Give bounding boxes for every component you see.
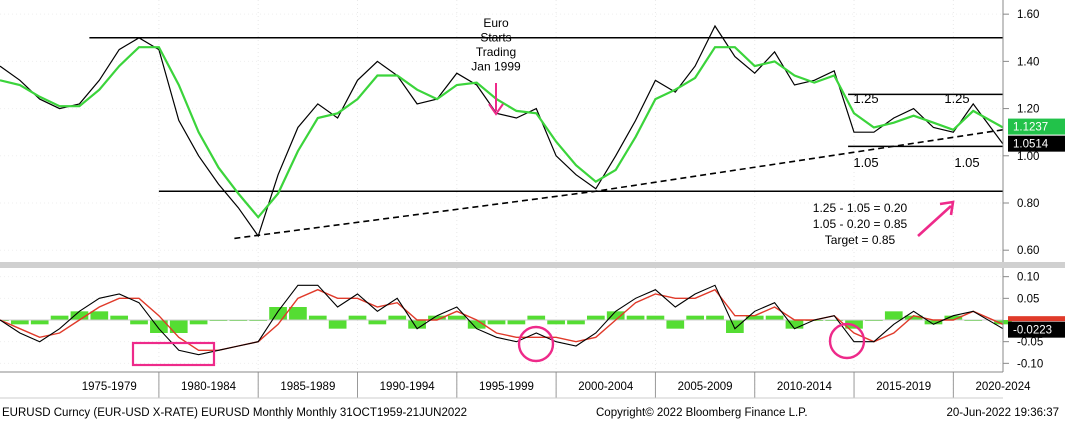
highlight-circle <box>828 322 866 360</box>
histogram-bar <box>924 320 943 325</box>
value-badge-text: 1.1237 <box>1013 122 1048 134</box>
macd-line <box>0 284 1004 356</box>
target-calc-line: 1.25 - 1.05 = 0.20 <box>813 201 908 215</box>
target-calc-line: 1.05 - 0.20 = 0.85 <box>813 217 908 231</box>
histogram-bar <box>30 320 49 325</box>
value-badge <box>1008 118 1065 135</box>
grid <box>0 0 1065 404</box>
histogram-bar <box>586 315 605 320</box>
level-label: 1.25 <box>944 91 969 106</box>
histogram-bar <box>507 320 526 325</box>
histogram-bar <box>944 315 963 320</box>
value-badge <box>1008 135 1065 152</box>
histogram-bar <box>467 320 486 329</box>
y-tick-label: 0.80 <box>1017 198 1039 210</box>
footer-timestamp: 20-Jun-2022 19:36:37 <box>946 407 1059 419</box>
x-axis-band <box>0 372 1003 404</box>
x-tick-label: 2000-2004 <box>578 381 634 393</box>
y-tick-label: 1.20 <box>1017 104 1039 116</box>
histogram-bar <box>646 315 665 320</box>
euro-start-label: Trading <box>476 45 516 59</box>
value-badge-text: 1.0514 <box>1013 139 1049 151</box>
level-label: 1.25 <box>853 91 878 106</box>
histogram-bar <box>11 320 29 325</box>
x-tick-label: 2020-2024 <box>976 381 1032 393</box>
y-tick-label: 0.60 <box>1017 245 1039 257</box>
histogram-bar <box>130 320 148 325</box>
x-tick-label: 2005-2009 <box>678 381 733 393</box>
x-tick-label: 1975-1979 <box>82 381 137 393</box>
axes: 1975-1979 1980-1984 1985-1989 1990-1994 1995… <box>0 0 1065 399</box>
trend-line <box>234 129 1004 240</box>
histogram-bar <box>884 311 903 320</box>
y-tick-label: -0.05 <box>1017 337 1043 349</box>
macd-panel <box>0 284 1012 356</box>
footer-security-info: EURUSD Curncy (EUR-USD X-RATE) EURUSD Mo… <box>2 407 468 419</box>
histogram-bar <box>745 315 764 320</box>
histogram-bar <box>169 320 188 333</box>
euro-start-label: Euro <box>483 16 509 30</box>
histogram-bar <box>269 307 287 320</box>
x-tick-label: 2010-2014 <box>777 381 833 393</box>
value-badge <box>1008 321 1065 338</box>
histogram-bar <box>328 320 347 329</box>
x-tick-label: 1995-1999 <box>479 381 534 393</box>
histogram-bar <box>368 320 387 325</box>
histogram-bar <box>308 315 327 320</box>
x-tick-label: 2015-2019 <box>876 381 931 393</box>
histogram-bar <box>904 315 923 320</box>
histogram-bar <box>686 315 704 320</box>
histogram-bar <box>666 320 685 329</box>
histogram-bar <box>428 315 446 320</box>
panel-separator-right <box>1003 262 1065 268</box>
histogram-bar <box>90 311 109 320</box>
level-label: 1.05 <box>954 155 979 170</box>
level-label: 1.05 <box>853 155 878 170</box>
euro-start-label: Starts <box>480 31 511 45</box>
histogram-bar <box>189 320 208 325</box>
histogram-bar <box>388 315 407 320</box>
histogram-bar <box>447 315 466 320</box>
histogram-bar <box>706 315 724 320</box>
histogram-bar <box>110 315 129 320</box>
x-tick-label: 1985-1989 <box>280 381 335 393</box>
histogram-bar <box>547 320 565 325</box>
histogram-bar <box>348 315 367 320</box>
value-badge-text: -0.0223 <box>1013 325 1052 337</box>
y-tick-label: 0.10 <box>1017 272 1039 284</box>
histogram-bar <box>567 320 585 325</box>
histogram-bar <box>785 320 804 329</box>
target-arrow <box>917 205 952 237</box>
y-tick-label: 0.05 <box>1017 293 1039 305</box>
signal-badge <box>1008 316 1065 322</box>
y-tick-label: 1.60 <box>1017 9 1039 21</box>
x-tick-label: 1990-1994 <box>380 381 436 393</box>
panel-separator <box>0 262 1003 268</box>
x-tick-label: 1980-1984 <box>181 381 237 393</box>
histogram-bar <box>626 315 645 320</box>
highlight-circle <box>517 325 555 363</box>
euro-start-arrowhead <box>488 103 504 116</box>
highlight-box <box>131 341 216 367</box>
target-calc-line: Target = 0.85 <box>825 233 896 247</box>
y-tick-label: 1.00 <box>1017 151 1039 163</box>
histogram-bar <box>527 315 546 320</box>
footer-copyright: Copyright© 2022 Bloomberg Finance L.P. <box>596 407 808 419</box>
histogram-bar <box>50 315 69 320</box>
histogram-bar <box>70 311 89 320</box>
y-tick-label: 1.40 <box>1017 56 1039 68</box>
y-tick-label: -0.10 <box>1017 358 1043 370</box>
euro-start-label: Jan 1999 <box>471 60 521 74</box>
histogram-bar <box>606 311 625 320</box>
histogram-bar <box>289 307 307 320</box>
target-arrowhead <box>939 200 955 216</box>
histogram-bar <box>726 320 744 333</box>
histogram-bar <box>765 315 784 320</box>
histogram-bar <box>487 320 506 325</box>
histogram-bar <box>408 320 426 329</box>
